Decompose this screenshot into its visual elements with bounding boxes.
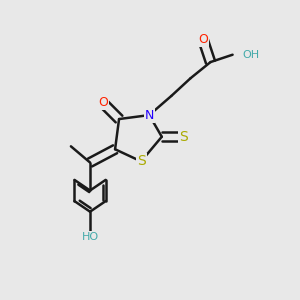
Text: S: S (179, 130, 188, 144)
Text: O: O (98, 96, 108, 110)
Text: N: N (145, 109, 154, 122)
Text: O: O (198, 34, 208, 46)
Text: OH: OH (242, 50, 259, 60)
Text: S: S (137, 154, 146, 168)
Text: HO: HO (82, 232, 99, 242)
